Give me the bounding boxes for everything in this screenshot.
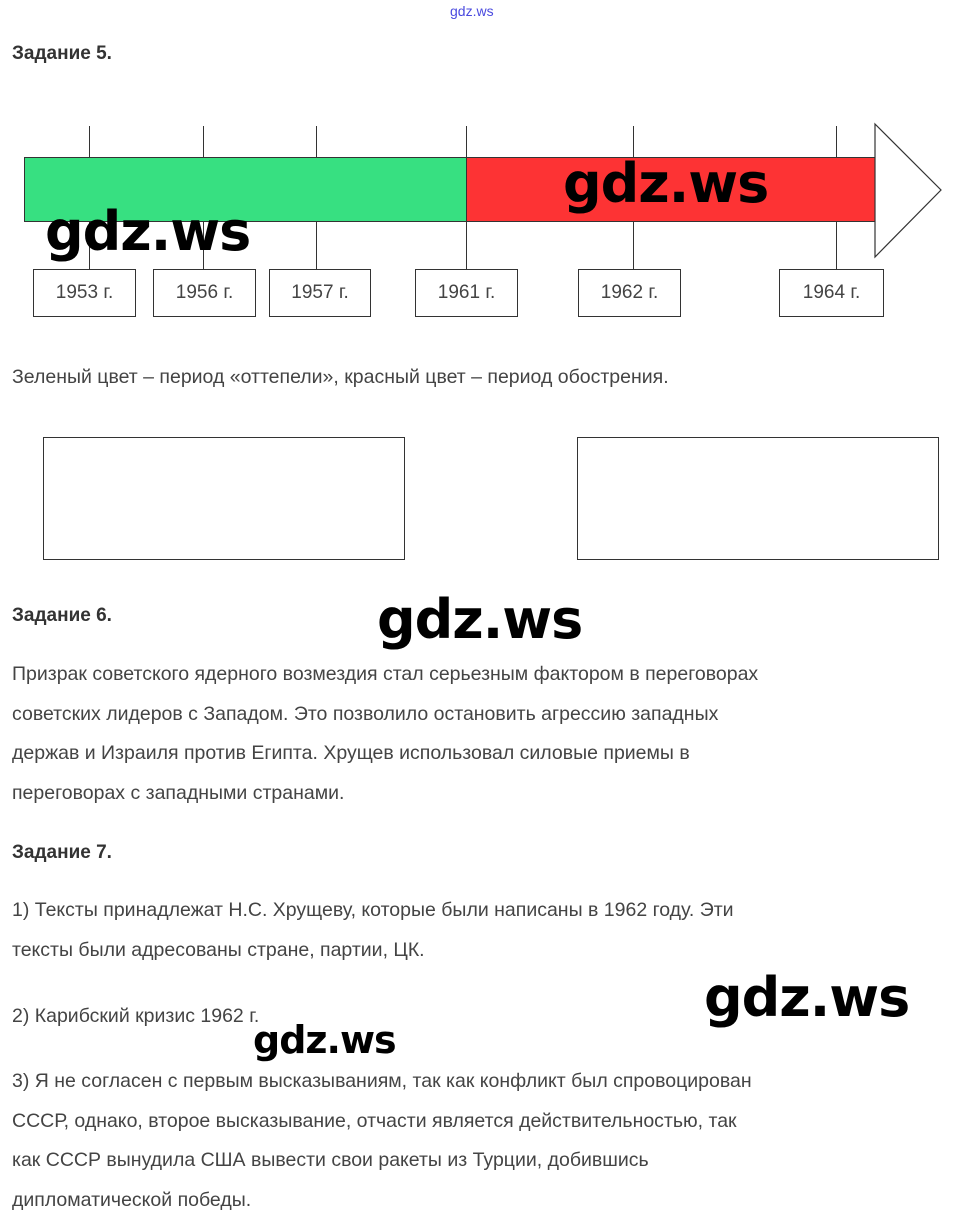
task7-answer-1: 1) Тексты принадлежат Н.С. Хрущеву, кото… — [12, 891, 942, 970]
watermark: gdz.ws — [563, 152, 768, 215]
text-line: 1) Тексты принадлежат Н.С. Хрущеву, кото… — [12, 891, 942, 931]
task5-legend: Зеленый цвет – период «оттепели», красны… — [12, 358, 942, 398]
empty-answer-box — [577, 437, 939, 560]
year-box: 1961 г. — [415, 269, 518, 317]
text-line: Призрак советского ядерного возмездия ст… — [12, 655, 942, 695]
year-box: 1962 г. — [578, 269, 681, 317]
text-line: СССР, однако, второе высказывание, отчас… — [12, 1102, 942, 1142]
site-header-link[interactable]: gdz.ws — [450, 3, 494, 19]
year-box: 1956 г. — [153, 269, 256, 317]
watermark: gdz.ws — [45, 200, 250, 263]
text-line: дипломатической победы. — [12, 1181, 942, 1220]
task6-heading: Задание 6. — [12, 605, 112, 627]
text-line: переговорах с западными странами. — [12, 774, 942, 814]
year-box: 1953 г. — [33, 269, 136, 317]
task5-heading: Задание 5. — [12, 43, 112, 65]
year-box: 1964 г. — [779, 269, 884, 317]
timeline-arrow-head — [870, 120, 950, 270]
watermark: gdz.ws — [377, 588, 582, 651]
task7-answer-3: 3) Я не согласен с первым высказываниям,… — [12, 1062, 942, 1220]
watermark: gdz.ws — [704, 966, 909, 1029]
text-line: как СССР вынудила США вывести свои ракет… — [12, 1141, 942, 1181]
task6-text: Призрак советского ядерного возмездия ст… — [12, 655, 942, 813]
text-line: держав и Израиля против Египта. Хрущев и… — [12, 734, 942, 774]
task7-heading: Задание 7. — [12, 842, 112, 864]
year-box: 1957 г. — [269, 269, 371, 317]
empty-answer-box — [43, 437, 405, 560]
text-line: советских лидеров с Западом. Это позволи… — [12, 695, 942, 735]
text-line: тексты были адресованы стране, партии, Ц… — [12, 931, 942, 971]
text-line: 3) Я не согласен с первым высказываниям,… — [12, 1062, 942, 1102]
watermark: gdz.ws — [253, 1018, 396, 1062]
